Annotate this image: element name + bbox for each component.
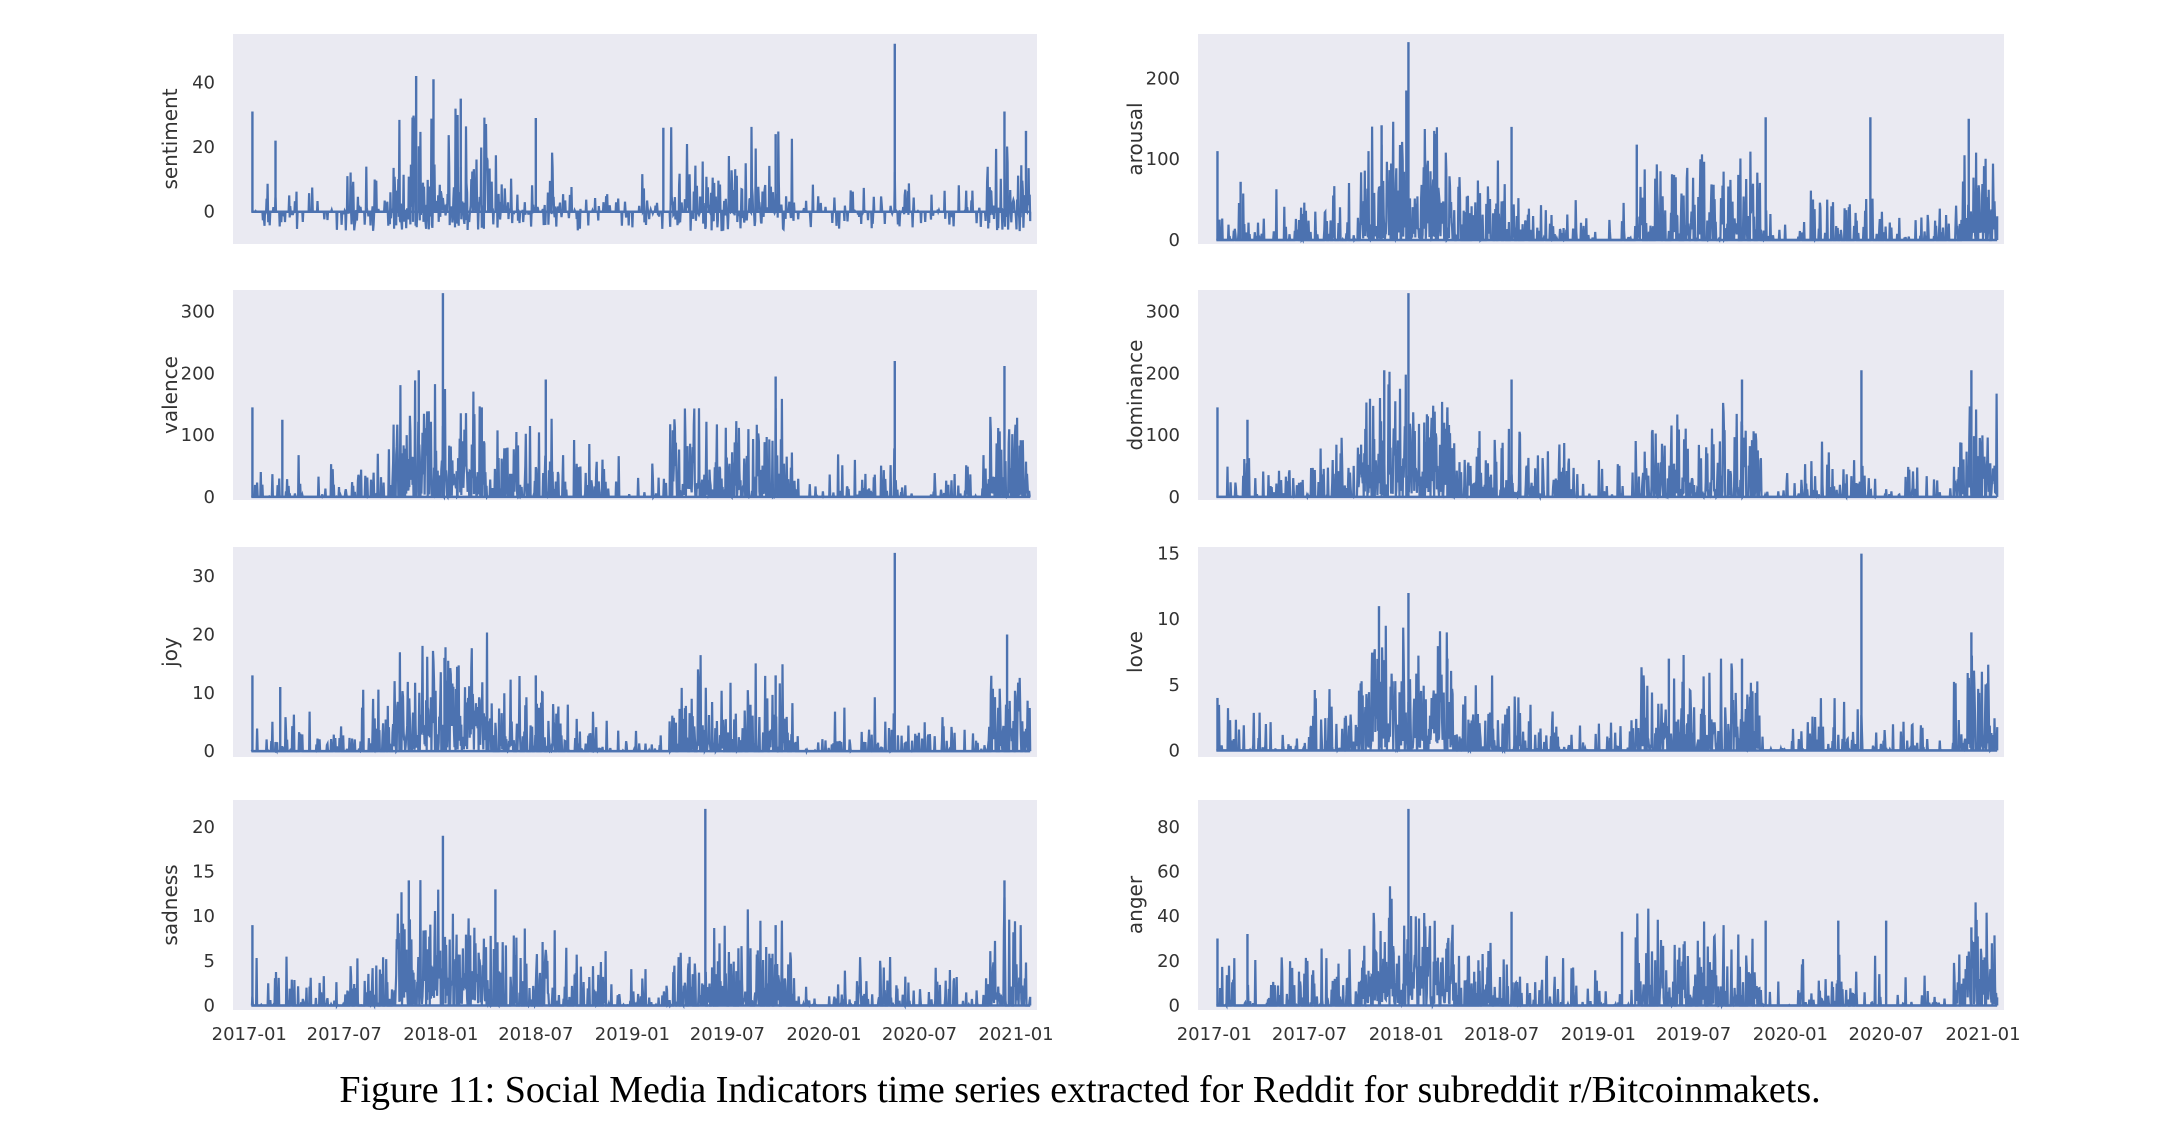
y-tick-label: 200 bbox=[1146, 68, 1180, 89]
chart-panel-dominance: 0 100 200 300 dominance bbox=[1123, 290, 2004, 508]
x-tick-label: 2017-07 bbox=[1272, 1024, 1347, 1045]
y-axis-label: anger bbox=[1123, 875, 1147, 934]
y-tick-label: 200 bbox=[1146, 363, 1180, 384]
x-tick-label: 2019-07 bbox=[690, 1024, 765, 1045]
x-tick-label: 2019-01 bbox=[1561, 1024, 1636, 1045]
x-tick-label: 2017-07 bbox=[307, 1024, 382, 1045]
chart-panel-anger: 0 20 40 60 80 anger 2017-01 2017-07 2018-01 2018-… bbox=[1123, 800, 2021, 1045]
y-tick-label: 200 bbox=[181, 363, 215, 384]
y-axis-label: valence bbox=[158, 356, 182, 434]
chart-panel-arousal: 0 100 200 arousal bbox=[1123, 34, 2004, 251]
y-tick-label: 300 bbox=[1146, 302, 1180, 323]
x-tick-label: 2019-01 bbox=[595, 1024, 670, 1045]
x-tick-label: 2020-07 bbox=[882, 1024, 957, 1045]
y-tick-label: 20 bbox=[1157, 951, 1180, 972]
x-tick-label: 2019-07 bbox=[1656, 1024, 1731, 1045]
y-tick-label: 0 bbox=[204, 741, 215, 762]
y-tick-label: 10 bbox=[1157, 609, 1180, 630]
y-tick-label: 20 bbox=[192, 137, 215, 158]
y-tick-label: 0 bbox=[204, 996, 215, 1017]
y-tick-label: 100 bbox=[1146, 149, 1180, 170]
y-tick-label: 40 bbox=[1157, 906, 1180, 927]
plot-area bbox=[1198, 800, 2004, 1010]
y-axis-label: love bbox=[1123, 631, 1147, 673]
chart-panel-love: 0 5 10 15 love bbox=[1123, 544, 2004, 761]
plot-area bbox=[233, 800, 1037, 1010]
y-tick-label: 0 bbox=[1169, 996, 1180, 1017]
y-tick-label: 30 bbox=[192, 566, 215, 587]
x-tick-label: 2017-01 bbox=[1177, 1024, 1252, 1045]
x-tick-label: 2017-01 bbox=[212, 1024, 287, 1045]
y-axis-label: joy bbox=[158, 637, 182, 668]
x-tick-label: 2018-01 bbox=[403, 1024, 478, 1045]
y-tick-label: 5 bbox=[1169, 675, 1180, 696]
y-tick-label: 0 bbox=[1169, 230, 1180, 251]
x-tick-label: 2020-07 bbox=[1849, 1024, 1924, 1045]
y-tick-label: 0 bbox=[1169, 740, 1180, 761]
y-axis-label: sentiment bbox=[158, 88, 182, 189]
x-tick-label: 2020-01 bbox=[786, 1024, 861, 1045]
y-tick-label: 15 bbox=[1157, 544, 1180, 565]
chart-panel-joy: 0 10 20 30 joy bbox=[158, 547, 1037, 762]
y-tick-label: 300 bbox=[181, 302, 215, 323]
plot-area bbox=[233, 290, 1037, 500]
y-tick-label: 0 bbox=[204, 487, 215, 508]
y-axis-label: sadness bbox=[158, 864, 182, 945]
y-axis-label: dominance bbox=[1123, 340, 1147, 451]
plot-area bbox=[1198, 34, 2004, 244]
figure-caption: Figure 11: Social Media Indicators time … bbox=[339, 1069, 1821, 1111]
y-tick-label: 10 bbox=[192, 683, 215, 704]
y-tick-label: 60 bbox=[1157, 861, 1180, 882]
y-tick-label: 20 bbox=[192, 625, 215, 646]
y-tick-label: 40 bbox=[192, 72, 215, 93]
x-tick-label: 2018-07 bbox=[498, 1024, 573, 1045]
y-tick-label: 100 bbox=[181, 425, 215, 446]
plot-area bbox=[1198, 290, 2004, 500]
plot-area bbox=[233, 547, 1037, 757]
y-tick-label: 10 bbox=[192, 906, 215, 927]
y-tick-label: 0 bbox=[1169, 487, 1180, 508]
y-axis-label: arousal bbox=[1123, 102, 1147, 175]
chart-panel-sentiment: 0 20 40 sentiment bbox=[158, 34, 1037, 244]
chart-panel-sadness: 0 5 10 15 20 sadness 2017-01 2017-07 2018-01 2018… bbox=[158, 800, 1054, 1045]
x-tick-label: 2021-01 bbox=[978, 1024, 1053, 1045]
x-tick-label: 2021-01 bbox=[1945, 1024, 2020, 1045]
chart-panel-valence: 0 100 200 300 valence bbox=[158, 290, 1037, 508]
x-tick-label: 2020-01 bbox=[1753, 1024, 1828, 1045]
y-tick-label: 0 bbox=[204, 202, 215, 223]
x-tick-label: 2018-07 bbox=[1464, 1024, 1539, 1045]
y-tick-label: 20 bbox=[192, 817, 215, 838]
y-tick-label: 5 bbox=[204, 951, 215, 972]
x-tick-label: 2018-01 bbox=[1369, 1024, 1444, 1045]
y-tick-label: 80 bbox=[1157, 817, 1180, 838]
y-tick-label: 15 bbox=[192, 861, 215, 882]
y-tick-label: 100 bbox=[1146, 425, 1180, 446]
plot-area bbox=[1198, 547, 2004, 757]
